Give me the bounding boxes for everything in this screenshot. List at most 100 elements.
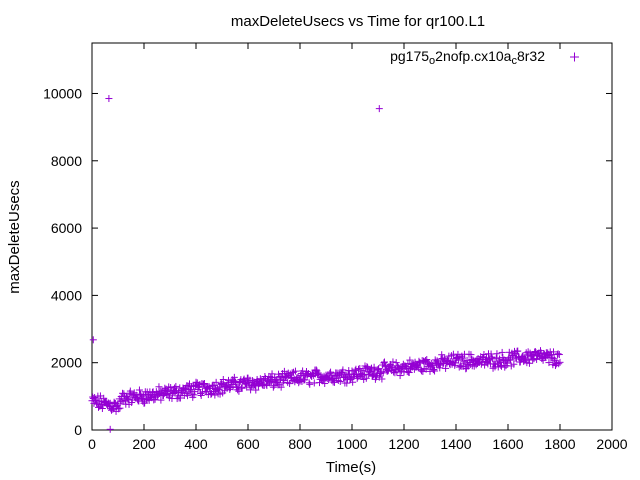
data-point (460, 357, 468, 365)
data-point (507, 356, 515, 364)
data-point-outlier (105, 95, 113, 103)
data-point (510, 360, 518, 368)
data-point (241, 379, 249, 387)
data-point (327, 371, 335, 379)
data-point (429, 361, 437, 369)
data-point (368, 372, 376, 380)
legend-label-subscript: o (429, 55, 435, 67)
data-point (184, 392, 192, 400)
data-point (533, 355, 541, 363)
data-point (556, 358, 564, 366)
data-point (487, 350, 495, 358)
data-point (321, 379, 329, 387)
data-point (147, 393, 154, 401)
data-point (176, 394, 184, 402)
data-point (423, 356, 431, 364)
y-tick-label: 0 (74, 422, 82, 438)
data-point (496, 355, 504, 363)
x-tick-label: 1800 (544, 436, 575, 452)
data-point (529, 356, 537, 364)
data-point (455, 356, 463, 364)
data-point (349, 378, 357, 386)
data-point (209, 381, 217, 389)
data-point (498, 362, 505, 370)
data-point (405, 369, 413, 377)
data-point (362, 374, 370, 382)
data-point (555, 351, 563, 359)
x-tick-label: 400 (184, 436, 208, 452)
x-axis-label: Time(s) (326, 459, 376, 476)
data-point (488, 355, 496, 363)
data-point-outlier (375, 105, 383, 113)
data-point (379, 369, 387, 377)
data-point (134, 395, 141, 403)
data-point (501, 363, 509, 371)
data-point (172, 382, 180, 390)
data-point-outlier (106, 425, 114, 433)
data-point (459, 354, 466, 362)
data-point (238, 384, 246, 392)
data-point (269, 383, 277, 391)
data-point (451, 359, 459, 367)
data-point (325, 376, 333, 384)
data-point (387, 362, 395, 370)
data-point (212, 378, 220, 386)
data-point (493, 350, 501, 358)
data-point (396, 372, 404, 380)
data-point (370, 363, 378, 371)
data-point (150, 396, 158, 404)
legend-label-part: 8r32 (517, 48, 545, 64)
data-point (301, 376, 309, 384)
data-point (436, 364, 444, 372)
data-point-outlier (89, 336, 97, 344)
data-point (525, 359, 533, 367)
data-point (488, 353, 496, 361)
data-point (336, 377, 344, 385)
data-point (550, 355, 558, 363)
data-point (545, 359, 553, 367)
y-axis-label: maxDeleteUsecs (6, 180, 23, 293)
data-point (157, 396, 165, 404)
data-point (343, 379, 351, 387)
data-point (230, 373, 238, 381)
legend-label-subscript: c (511, 55, 517, 67)
data-point (110, 398, 118, 406)
data-point (190, 391, 198, 399)
data-point (314, 370, 322, 378)
x-tick-label: 1400 (440, 436, 471, 452)
data-point (115, 405, 123, 413)
data-point (286, 380, 294, 388)
data-point (389, 358, 397, 366)
data-point (378, 375, 386, 383)
x-tick-label: 1600 (492, 436, 523, 452)
data-point (381, 358, 388, 366)
data-point (430, 366, 438, 374)
data-point (339, 366, 347, 374)
data-point (431, 367, 439, 375)
data-point (496, 358, 504, 366)
data-point (234, 383, 242, 391)
y-tick-label: 4000 (51, 287, 82, 303)
data-point (277, 375, 284, 383)
axis-ticks: 0 200 400 600 800 1000 1200 1400 1600 1800 2000 0 20… (43, 43, 628, 452)
data-point (98, 405, 106, 413)
data-point (249, 377, 257, 385)
data-point (288, 369, 296, 377)
y-tick-label: 10000 (43, 85, 82, 101)
x-tick-label: 0 (88, 436, 96, 452)
data-point (236, 379, 244, 387)
legend-label-part: pg175 (390, 48, 429, 64)
data-point (124, 395, 132, 403)
scatter-points (88, 95, 564, 433)
legend-label-part: 2nofp.cx10a (435, 48, 511, 64)
data-point (514, 347, 522, 355)
data-point (234, 386, 242, 394)
data-point (346, 374, 354, 382)
legend-marker (570, 52, 579, 62)
data-point (326, 369, 334, 377)
data-point (197, 391, 205, 399)
data-point (442, 364, 450, 372)
data-point (187, 386, 195, 394)
data-point (123, 394, 131, 402)
data-point (437, 355, 445, 363)
